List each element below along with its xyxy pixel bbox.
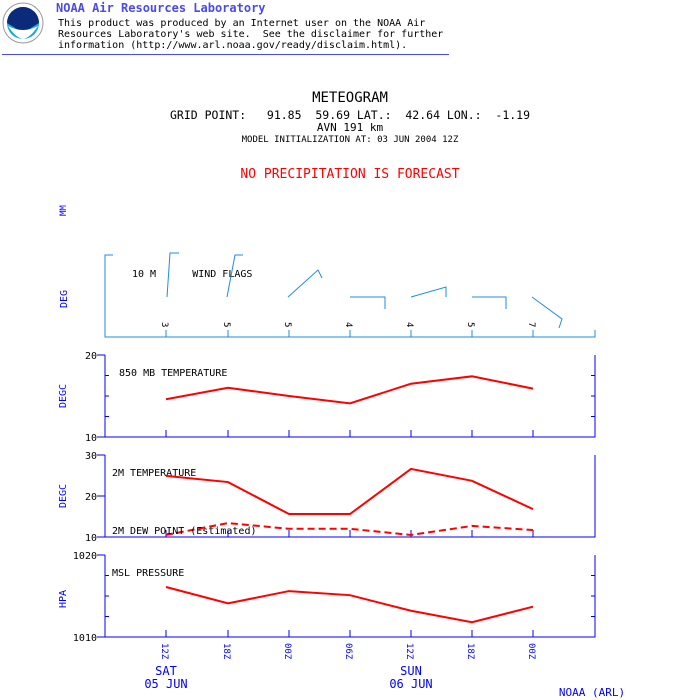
disclaimer-line: This product was produced by an Internet… [58,18,426,29]
footer-credit: NOAA (ARL) [559,686,625,699]
wind-barb [472,296,507,309]
day-date: 05 JUN [144,677,187,691]
series-line-2m-dew-point-estimated- [165,522,534,536]
org-title: NOAA Air Resources Laboratory [56,1,266,15]
precip-message: NO PRECIPITATION IS FORECAST [240,167,459,182]
day-date: 06 JUN [389,677,432,691]
wind-barb [287,269,323,298]
panel-title: MSL PRESSURE [112,568,184,579]
wind-barb [166,252,179,298]
wind-barb [350,296,386,309]
precip-unit: MM [59,205,69,216]
x-tick-label: 06Z [343,643,353,660]
model-init: MODEL INITIALIZATION AT: 03 JUN 2004 12Z [242,135,459,145]
y-tick-label: 10 [85,433,97,444]
x-tick-label: 18Z [221,643,231,660]
wind-barbs [166,252,563,329]
x-tick-label: 00Z [282,643,292,660]
wind-speed-label: 4 [343,322,353,327]
x-tick-label: 12Z [159,643,169,660]
y-tick-label: 10 [85,533,97,544]
y-axis-label: DEGC [58,384,69,408]
wind-axis [104,254,596,338]
grid-point: GRID POINT: 91.85 59.69 LAT.: 42.64 LON.… [170,108,530,122]
y-tick-label: 20 [85,492,97,503]
x-tick-label: 00Z [526,643,536,660]
header-divider [2,54,449,55]
wind-speed-label: 5 [465,322,475,327]
panel-title: 850 MB TEMPERATURE [119,368,227,379]
chart-title: METEOGRAM [312,90,388,106]
noaa-logo [2,2,44,44]
y-tick-label: 1020 [73,551,97,562]
wind-barb [226,254,243,298]
disclaimer-line: information (http://www.arl.noaa.gov/rea… [58,40,408,51]
x-tick-label: 18Z [465,643,475,660]
disclaimer-line: Resources Laboratory's web site. See the… [58,29,444,40]
model-name: AVN 191 km [317,121,384,134]
disclaimer-text: This product was produced by an Internet… [58,18,443,51]
series-label: 2M DEW POINT (Estimated) [112,526,257,537]
series-line-850-mb-temperature [165,375,534,405]
y-axis-label: HPA [58,590,69,608]
x-tick-label: 12Z [404,643,414,660]
day-of-week: SUN [400,664,422,678]
y-tick-label: 30 [85,451,97,462]
y-tick-label: 20 [85,351,97,362]
y-tick-label: 1010 [73,633,97,644]
wind-title: 10 M WIND FLAGS [132,269,252,280]
series-line-2m-temperature [165,467,534,516]
panel-hpa-2: 1020 1010 HPA MSL PRESSURE [58,551,596,644]
panel-degc-1: 30 20 10 DEGC 2M TEMPERATURE 2M DEW POINT (Es… [58,451,596,544]
panel-title: 2M TEMPERATURE [112,468,196,479]
wind-barb [410,286,447,298]
wind-speed-label: 5 [282,322,292,327]
wind-speed-label: 5 [221,322,231,327]
wind-speed-label: 7 [526,322,536,327]
wind-barb [531,296,563,329]
series-line-msl-pressure [165,586,534,624]
wind-speed-label: 4 [404,322,414,327]
panel-degc-0: 20 10 DEGC 850 MB TEMPERATURE [58,351,596,444]
wind-ylabel: DEG [59,290,70,308]
wind-panel: 10 M WIND FLAGS DEG 3 5 5 4 4 5 7 [59,252,596,338]
y-axis-label: DEGC [58,484,69,508]
wind-speed-label: 3 [159,322,169,327]
day-of-week: SAT [155,664,177,678]
